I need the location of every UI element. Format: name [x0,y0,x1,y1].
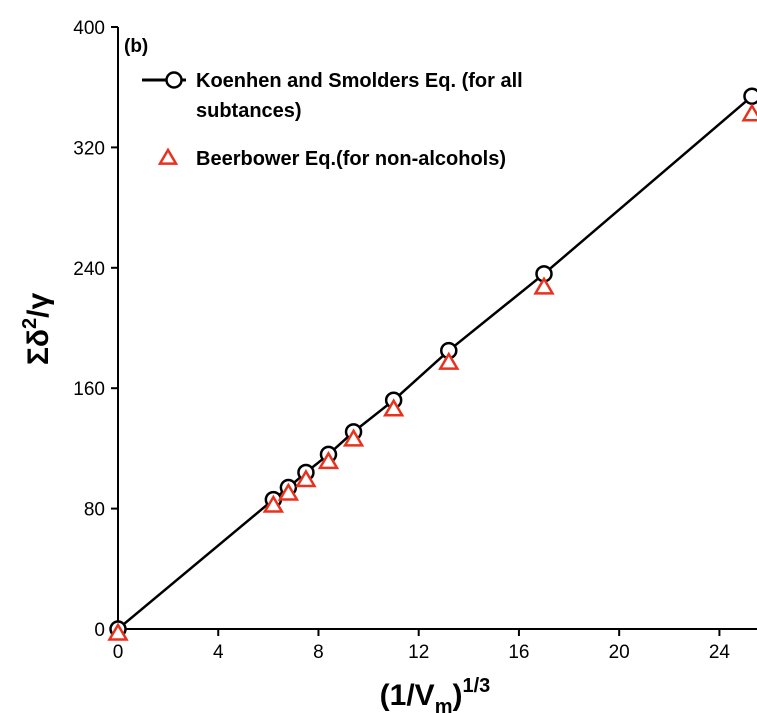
axis-ticks: 0 80 160 240 320 400 0 4 8 12 16 20 24 [73,18,730,663]
data-point-triangle [262,494,285,513]
x-axis-title: (1/Vm)1/3 [380,675,491,713]
data-point-triangle [741,103,757,122]
y-tick-label: 400 [73,18,105,39]
series-1 [109,87,757,638]
y-tick-label: 80 [84,500,105,521]
series-line [117,95,753,630]
data-point-triangle [295,469,317,488]
y-tick-label: 320 [73,138,105,159]
legend-label: Koenhen and Smolders Eq. (for all [196,70,523,92]
data-series [107,87,757,641]
data-point-triangle [107,622,129,641]
y-tick-label: 240 [73,259,105,280]
legend: Koenhen and Smolders Eq. (for all subtanc… [142,70,523,170]
x-tick-label: 8 [313,642,324,663]
y-tick-label: 0 [94,620,105,641]
plot-axes [117,27,757,630]
y-tick-label: 160 [73,379,105,400]
y-axis-title: Σδ2/γ [19,293,55,366]
data-point-triangle [342,428,365,447]
y-axis-title-tail: /γ [22,293,55,318]
legend-label: subtances) [196,100,302,122]
data-point-circle [743,87,757,105]
legend-label: Beerbower Eq.(for non-alcohols) [196,148,506,170]
legend-marker-circle [165,71,183,89]
panel-label: (b) [124,36,148,57]
x-tick-label: 4 [213,642,224,663]
legend-marker-triangle [157,147,179,165]
x-axis-title-base: (1/V [380,679,435,712]
x-axis-title-sup: 1/3 [463,675,491,697]
data-point-triangle [382,398,405,417]
x-tick-label: 16 [508,642,529,663]
legend-item-1: Koenhen and Smolders Eq. (for all subtanc… [142,70,523,122]
x-tick-label: 20 [609,642,630,663]
x-axis-title-close: ) [453,679,463,712]
y-axis-title-sup: 2 [19,318,41,329]
data-point-triangle [438,351,460,370]
x-tick-label: 0 [113,642,124,663]
x-tick-label: 12 [408,642,429,663]
data-point-triangle [533,276,555,295]
x-tick-label: 24 [709,642,731,663]
data-point-triangle [317,450,340,470]
y-axis-title-base: Σδ [22,329,55,365]
series-2 [107,103,757,641]
data-point-triangle [277,482,300,501]
x-axis-title-sub: m [435,696,453,713]
legend-item-2: Beerbower Eq.(for non-alcohols) [157,147,506,170]
